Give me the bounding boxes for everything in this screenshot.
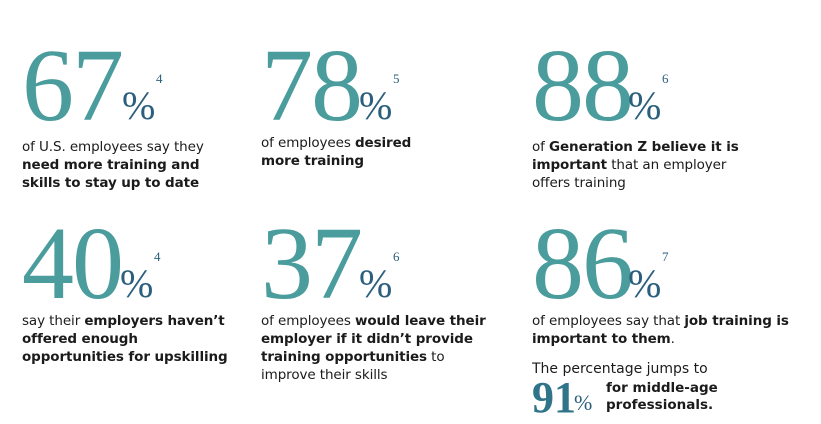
stat-header: 67 % 4 [22, 34, 242, 138]
stat-header: 37 % 6 [261, 212, 501, 316]
stat-value: 37 [261, 206, 363, 321]
stat-card-40: 40 % 4 say their employers haven’t offer… [22, 212, 252, 366]
stat-description: of employees desired more training [261, 134, 431, 170]
stat-header: 40 % 4 [22, 212, 252, 316]
stat-card-37: 37 % 6 of employees would leave their em… [261, 212, 501, 384]
desc-text: of U.S. employees say they [22, 139, 204, 155]
desc-text: that an employer offers training [532, 157, 727, 191]
stat-description: of U.S. employees say they need more tra… [22, 138, 242, 192]
follow-up-text: for middle-age professionals. [606, 380, 718, 413]
footnote-marker: 6 [662, 71, 669, 86]
footnote-marker: 5 [393, 71, 400, 86]
desc-emphasis: desired more training [261, 135, 412, 169]
desc-text: of employees say that [532, 313, 685, 329]
stat-value: 40 [22, 206, 124, 321]
desc-text: of employees [261, 135, 355, 151]
stat-description: of Generation Z believe it is important … [532, 138, 752, 192]
stat-card-78: 78 % 5 of employees desired more trainin… [261, 34, 461, 170]
stat-description: say their employers haven’t offered enou… [22, 312, 242, 366]
footnote-marker: 7 [662, 249, 669, 264]
desc-text: say their [22, 313, 85, 329]
stat-card-67: 67 % 4 of U.S. employees say they need m… [22, 34, 242, 192]
stat-value: 67 [22, 28, 124, 143]
footnote-marker: 4 [156, 71, 163, 86]
follow-up-intro: The percentage jumps to [532, 361, 708, 377]
stat-value: 78 [261, 28, 363, 143]
stat-header: 78 % 5 [261, 34, 461, 138]
stat-value: 86 [532, 206, 634, 321]
percent-sign: % [359, 261, 393, 306]
stat-description: of employees would leave their employer … [261, 312, 493, 384]
desc-emphasis: would leave their employer if it didn’t … [261, 313, 486, 365]
stat-card-86: 86 % 7 of employees say that job trainin… [532, 212, 812, 422]
stat-value: 88 [532, 28, 634, 143]
footnote-marker: 4 [154, 249, 161, 264]
stat-card-88: 88 % 6 of Generation Z believe it is imp… [532, 34, 772, 192]
desc-emphasis: need more training and skills to stay up… [22, 157, 200, 191]
follow-up-stat: 91 % for middle-age professionals. [532, 373, 812, 422]
percent-sign: % [120, 261, 154, 306]
desc-text: to improve their skills [261, 349, 445, 383]
percent-sign: % [628, 83, 662, 128]
percent-sign: % [628, 261, 662, 306]
percent-sign: % [359, 83, 393, 128]
follow-up-percent-sign: % [574, 390, 593, 415]
follow-up-value: 91 [532, 373, 576, 422]
desc-emphasis: job training is important to them [532, 313, 789, 347]
desc-text: of employees [261, 313, 355, 329]
percent-sign: % [122, 83, 156, 128]
desc-emphasis: employers haven’t offered enough opportu… [22, 313, 228, 365]
desc-text: of [532, 139, 550, 155]
footnote-marker: 6 [393, 249, 400, 264]
desc-emphasis: Generation Z believe it is important [532, 139, 739, 173]
stat-description: of employees say that job training is im… [532, 312, 802, 348]
desc-text: . [670, 331, 675, 347]
stat-header: 86 % 7 [532, 212, 812, 316]
stat-header: 88 % 6 [532, 34, 772, 138]
